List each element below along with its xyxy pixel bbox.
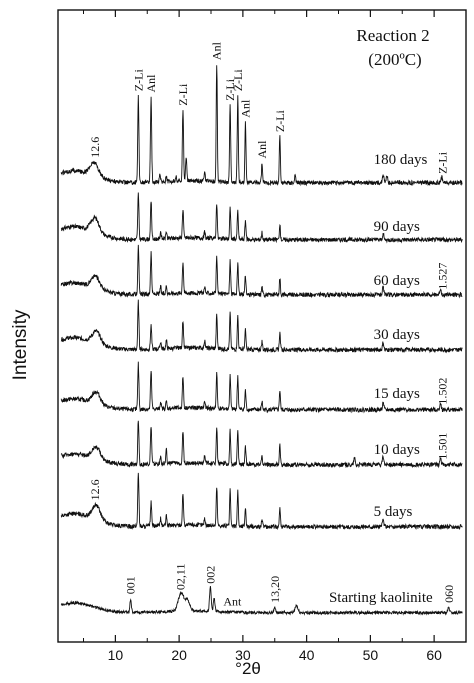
peak-label: 002 bbox=[203, 566, 217, 584]
peak-label: Z-Li bbox=[223, 78, 237, 101]
peak-label: Z-Li bbox=[176, 83, 190, 106]
peak-label: Anl bbox=[210, 41, 224, 60]
peak-label: 1.502 bbox=[435, 378, 449, 405]
xrd-trace bbox=[60, 472, 463, 531]
chart-title: Reaction 2 bbox=[356, 26, 429, 45]
xrd-trace bbox=[60, 420, 463, 469]
x-tick-label: 50 bbox=[363, 647, 379, 663]
series-label: 30 days bbox=[374, 327, 420, 343]
x-axis: 10 20 30 40 50 60 bbox=[83, 10, 442, 663]
series-label: 60 days bbox=[374, 273, 420, 289]
x-tick-label: 30 bbox=[235, 647, 251, 663]
xrd-trace bbox=[60, 192, 463, 244]
series-label: 180 days bbox=[374, 152, 428, 168]
xrd-trace bbox=[60, 244, 463, 299]
peak-label: Ant bbox=[223, 595, 242, 609]
peak-label: Z-Li bbox=[435, 151, 449, 174]
peak-label: 02,11 bbox=[173, 564, 187, 591]
peak-label: 12.6 bbox=[88, 137, 102, 158]
series-label: 15 days bbox=[374, 386, 420, 402]
x-tick-label: 40 bbox=[299, 647, 315, 663]
series-label: 90 days bbox=[374, 219, 420, 235]
peak-label: 1.527 bbox=[435, 263, 449, 290]
plot-border bbox=[57, 9, 467, 643]
x-tick-label: 20 bbox=[171, 647, 187, 663]
peak-label: Anl bbox=[255, 140, 269, 159]
peak-label: Anl bbox=[144, 74, 158, 93]
peak-label: 1.501 bbox=[435, 433, 449, 460]
xrd-trace bbox=[60, 585, 463, 616]
y-axis-label: Intensity bbox=[10, 309, 31, 380]
series-label: Starting kaolinite bbox=[329, 590, 433, 606]
x-tick-label: 60 bbox=[426, 647, 442, 663]
peak-annotations: 12.6Z-LiAnlZ-LiAnlZ-LiZ-LiAnlAnlZ-LiZ-Li… bbox=[88, 41, 456, 608]
peak-label: Z-Li bbox=[131, 69, 145, 92]
chart-subtitle: (200ºC) bbox=[368, 50, 421, 69]
xrd-trace bbox=[60, 361, 463, 414]
x-tick-label: 10 bbox=[108, 647, 124, 663]
peak-label: 001 bbox=[124, 576, 138, 594]
series-labels: 180 days 90 days 60 days 30 days 15 days 10 d… bbox=[329, 152, 433, 606]
series-label: 5 days bbox=[374, 504, 413, 520]
peak-label: Z-Li bbox=[231, 69, 245, 92]
xrd-trace bbox=[60, 299, 463, 354]
series-label: 10 days bbox=[374, 442, 420, 458]
peak-label: 060 bbox=[442, 585, 456, 603]
peak-label: 13,20 bbox=[268, 576, 282, 603]
peak-label: 12.6 bbox=[88, 479, 102, 500]
peak-label: Anl bbox=[238, 99, 252, 118]
peak-label: Z-Li bbox=[273, 109, 287, 132]
x-axis-label: °2θ bbox=[235, 659, 261, 678]
xrd-traces bbox=[60, 65, 463, 616]
xrd-trace bbox=[60, 65, 463, 187]
plot-frame bbox=[57, 9, 467, 643]
